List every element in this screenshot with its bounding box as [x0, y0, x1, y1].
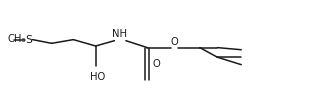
Text: O: O	[153, 59, 161, 69]
Text: HO: HO	[90, 72, 105, 82]
Text: CH₃: CH₃	[7, 34, 26, 44]
Text: NH: NH	[112, 29, 127, 39]
Text: S: S	[25, 35, 32, 45]
Text: O: O	[171, 37, 178, 47]
